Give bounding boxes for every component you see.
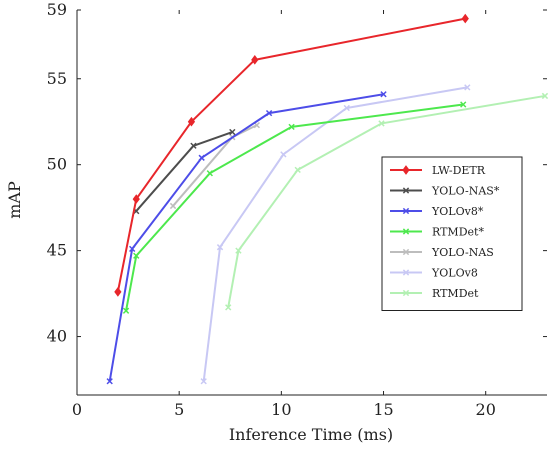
y-tick-label: 59 xyxy=(47,0,67,19)
series-yolov8- xyxy=(106,91,387,385)
legend-label: YOLO-NAS* xyxy=(431,185,500,198)
data-point xyxy=(288,123,295,131)
legend-item: LW-DETR xyxy=(390,164,486,177)
data-point xyxy=(190,142,197,149)
data-point xyxy=(378,120,385,127)
legend-marker xyxy=(402,269,410,276)
data-point xyxy=(206,170,213,177)
legend-label: RTMDet* xyxy=(432,226,484,239)
data-point xyxy=(461,13,469,24)
legend-marker xyxy=(402,289,410,297)
data-point xyxy=(216,244,224,251)
legend-marker xyxy=(402,228,410,235)
x-axis-label: Inference Time (ms) xyxy=(229,425,393,444)
data-point xyxy=(280,151,287,158)
x-tick-label: 10 xyxy=(271,400,291,419)
data-point xyxy=(106,378,113,385)
data-point xyxy=(114,287,122,297)
legend-item: YOLO-NAS xyxy=(390,246,494,259)
legend-item: YOLOv8 xyxy=(390,267,478,280)
y-tick-label: 50 xyxy=(47,155,67,174)
data-point xyxy=(225,304,232,311)
x-tick-label: 5 xyxy=(174,400,184,419)
data-point xyxy=(251,55,259,65)
series-yolov8 xyxy=(200,84,471,385)
data-point xyxy=(294,166,301,173)
legend-marker xyxy=(402,248,410,256)
data-point xyxy=(343,104,350,112)
legend: LW-DETR YOLO-NAS* YOLOv8* RTMDet* YOLO-NAS YO… xyxy=(381,156,523,311)
data-point xyxy=(235,247,242,254)
legend-marker xyxy=(402,165,410,175)
data-point xyxy=(265,109,273,117)
series-rtmdet xyxy=(225,92,549,311)
legend-box xyxy=(381,156,523,311)
data-point xyxy=(380,91,387,98)
series-layer xyxy=(106,13,549,385)
data-point xyxy=(200,378,207,385)
x-tick-label: 0 xyxy=(72,400,82,419)
legend-label: YOLO-NAS xyxy=(431,246,494,259)
data-point xyxy=(229,128,236,136)
y-axis-label: mAP xyxy=(5,181,24,219)
data-point xyxy=(132,194,140,204)
legend-label: RTMDet xyxy=(432,287,479,300)
legend-item: YOLOv8* xyxy=(390,205,484,218)
legend-marker xyxy=(402,207,410,215)
series-lw-detr xyxy=(114,13,469,297)
y-tick-label: 45 xyxy=(47,241,67,260)
x-tick-label: 15 xyxy=(373,400,393,419)
data-point xyxy=(129,245,136,253)
legend-label: YOLOv8 xyxy=(431,267,478,280)
ticks-layer: 0 5 10 15 20 40 45 50 55 59 xyxy=(47,0,547,419)
y-tick-label: 55 xyxy=(47,69,67,88)
axes-layer xyxy=(76,10,547,396)
legend-item: RTMDet* xyxy=(390,226,484,239)
data-point xyxy=(198,154,205,161)
series-rtmdet- xyxy=(122,101,467,314)
legend-item: YOLO-NAS* xyxy=(390,185,500,198)
data-point xyxy=(133,252,140,259)
data-point xyxy=(187,116,196,127)
legend-label: LW-DETR xyxy=(432,164,486,177)
legend-marker xyxy=(402,187,410,194)
x-tick-label: 20 xyxy=(476,400,496,419)
data-point xyxy=(541,92,549,100)
y-tick-label: 40 xyxy=(47,327,67,346)
data-point xyxy=(460,101,467,108)
legend-label: YOLOv8* xyxy=(431,205,484,218)
legend-item: RTMDet xyxy=(390,287,479,300)
data-point xyxy=(169,202,177,210)
data-point xyxy=(122,307,130,314)
data-point xyxy=(464,84,471,91)
